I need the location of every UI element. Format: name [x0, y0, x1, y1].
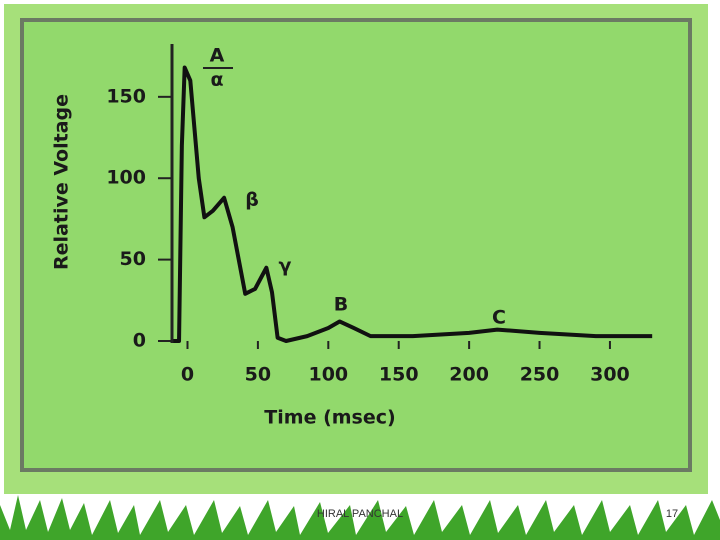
chart-panel: [20, 18, 692, 472]
y-tick-label: 50: [120, 248, 146, 270]
data-line: [173, 65, 653, 343]
x-tick-label: 250: [520, 364, 560, 386]
x-tick-label: 200: [449, 364, 489, 386]
x-tick-label: 300: [590, 364, 630, 386]
x-tick-label: 100: [308, 364, 348, 386]
annotation: α: [210, 69, 223, 91]
annotation: B: [334, 294, 348, 316]
footer-page: 17: [666, 508, 678, 520]
annotation: γ: [279, 255, 292, 277]
x-axis-label: Time (msec): [264, 407, 395, 429]
footer-author: HIRAL PANCHAL: [317, 508, 403, 520]
y-tick-label: 100: [106, 167, 146, 189]
y-tick-label: 150: [106, 85, 146, 107]
y-tick-label: 0: [133, 330, 146, 352]
y-axis-label: Relative Voltage: [51, 94, 73, 270]
grass: [0, 495, 720, 540]
annotation: C: [492, 307, 506, 329]
x-tick-label: 50: [245, 364, 271, 386]
x-tick-label: 150: [379, 364, 419, 386]
x-tick-label: 0: [181, 364, 194, 386]
annotation: A: [210, 45, 225, 67]
annotation: β: [245, 189, 259, 211]
